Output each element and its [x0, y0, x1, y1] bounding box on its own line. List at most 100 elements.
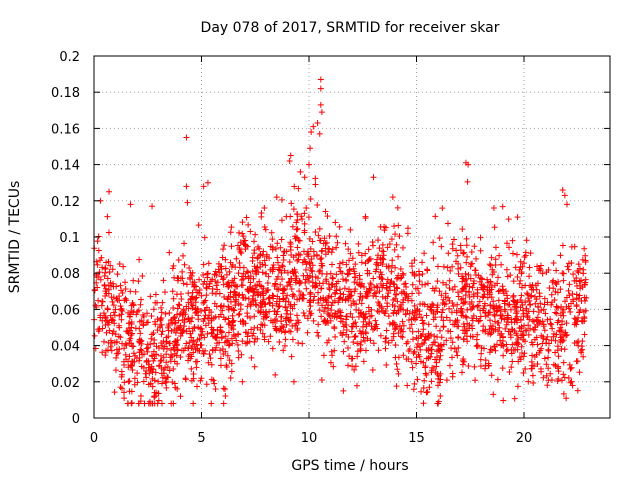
data-point: [316, 237, 323, 244]
data-point: [487, 278, 494, 285]
data-point: [236, 259, 243, 266]
data-point: [269, 345, 276, 352]
data-point: [158, 315, 165, 322]
data-point: [475, 272, 482, 279]
data-point: [564, 201, 570, 208]
data-point: [199, 328, 206, 335]
data-point: [240, 264, 247, 271]
data-point: [151, 337, 158, 344]
data-point: [454, 289, 461, 296]
data-point: [307, 145, 314, 152]
data-point: [396, 233, 403, 240]
data-point: [291, 301, 298, 308]
data-point: [166, 249, 173, 256]
data-point: [222, 392, 229, 399]
data-point: [282, 303, 289, 310]
data-point: [474, 343, 481, 350]
data-point: [324, 213, 331, 220]
data-point: [212, 334, 219, 341]
data-point: [239, 291, 246, 298]
data-point: [323, 239, 330, 246]
data-point: [527, 301, 534, 308]
data-point: [492, 347, 499, 354]
data-point: [282, 336, 289, 343]
data-point: [91, 332, 98, 339]
data-point: [436, 288, 443, 295]
data-point: [192, 295, 199, 302]
data-point: [171, 358, 178, 365]
data-point: [259, 298, 266, 305]
data-point: [312, 273, 319, 280]
data-point: [434, 334, 441, 341]
data-point: [269, 266, 276, 273]
data-point: [127, 362, 134, 369]
data-point: [570, 271, 577, 278]
data-point: [114, 271, 121, 278]
data-point: [491, 311, 498, 318]
data-point: [95, 247, 102, 254]
data-point: [148, 363, 155, 370]
data-point: [203, 381, 210, 388]
data-point: [488, 329, 495, 336]
data-point: [315, 332, 322, 339]
data-point: [182, 375, 189, 382]
data-point: [294, 296, 301, 303]
data-point: [272, 280, 279, 287]
data-point: [362, 260, 369, 267]
data-point: [548, 301, 555, 308]
data-point: [495, 288, 502, 295]
data-point: [294, 325, 301, 332]
data-point: [109, 330, 116, 337]
y-tick-label: 0.06: [51, 303, 80, 318]
data-point: [198, 332, 205, 339]
data-point: [299, 259, 306, 266]
data-point: [111, 320, 118, 327]
data-point: [293, 252, 300, 259]
data-point: [258, 213, 265, 220]
data-point: [298, 213, 305, 220]
data-point: [318, 255, 325, 262]
data-point: [198, 325, 205, 332]
data-point: [358, 259, 365, 266]
data-point: [110, 294, 117, 301]
data-point: [404, 230, 411, 237]
data-point: [463, 314, 470, 321]
data-point: [514, 319, 521, 326]
data-point: [496, 287, 503, 294]
data-point: [467, 263, 474, 270]
data-point: [566, 305, 573, 312]
data-point: [518, 343, 525, 350]
data-point: [383, 280, 390, 287]
data-point: [582, 276, 589, 283]
data-point: [575, 269, 582, 276]
data-point: [482, 310, 489, 317]
data-point: [165, 323, 172, 330]
data-point: [227, 298, 234, 305]
data-point: [121, 389, 128, 396]
data-point: [333, 287, 340, 294]
data-point: [134, 308, 141, 315]
data-point: [331, 347, 338, 354]
data-point: [518, 284, 525, 291]
data-point: [449, 339, 456, 346]
data-point: [214, 286, 221, 293]
data-point: [451, 345, 458, 352]
data-point: [462, 270, 469, 277]
data-point: [307, 259, 314, 266]
data-point: [106, 268, 113, 275]
data-point: [417, 346, 424, 353]
data-point: [139, 351, 146, 358]
data-point: [211, 380, 218, 387]
data-point: [130, 277, 137, 284]
data-point: [317, 267, 324, 274]
data-point: [241, 241, 248, 248]
data-point: [289, 336, 296, 343]
data-point: [514, 299, 521, 306]
data-point: [555, 363, 562, 370]
data-point: [506, 301, 513, 308]
data-point: [259, 252, 266, 259]
data-point: [443, 281, 450, 288]
data-point: [351, 279, 358, 286]
y-tick-label: 0.16: [51, 122, 80, 137]
data-point: [376, 245, 383, 252]
